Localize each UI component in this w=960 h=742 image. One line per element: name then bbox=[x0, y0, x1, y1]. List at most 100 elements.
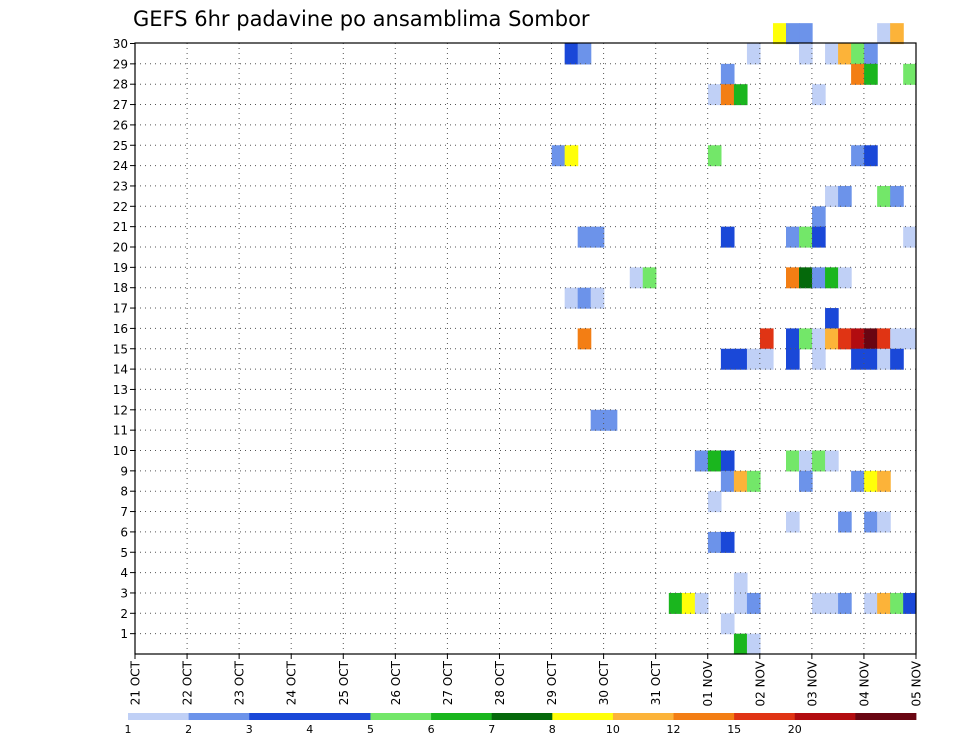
colorbar-segment bbox=[673, 713, 735, 720]
y-tick-label: 12 bbox=[113, 403, 128, 417]
colorbar-segment bbox=[552, 713, 614, 720]
colorbar-segment bbox=[188, 713, 250, 720]
x-tick-label: 24 OCT bbox=[285, 660, 299, 705]
y-tick-label: 8 bbox=[120, 485, 128, 499]
colorbar-label: 6 bbox=[428, 723, 435, 736]
heatmap-cell bbox=[551, 145, 566, 167]
x-axis-ticks: 21 OCT 22 OCT 23 OCT 24 OCT 25 OCT 26 OCT 27 O… bbox=[129, 654, 924, 707]
heatmap-cell bbox=[577, 328, 592, 350]
heatmap-cell bbox=[864, 470, 878, 492]
colorbar-segment bbox=[309, 713, 371, 720]
y-tick-label: 1 bbox=[120, 627, 128, 641]
heatmap-cell bbox=[903, 63, 916, 85]
heatmap-cell bbox=[812, 267, 826, 289]
heatmap-cell bbox=[564, 287, 579, 309]
heatmap-cell bbox=[903, 592, 916, 614]
colorbar-label: 4 bbox=[306, 723, 313, 736]
heatmap-cell bbox=[877, 328, 891, 350]
colorbar-label: 2 bbox=[185, 723, 192, 736]
heatmap-cell bbox=[851, 348, 865, 370]
y-tick-label: 3 bbox=[120, 586, 128, 600]
heatmap-cell bbox=[733, 572, 748, 594]
y-tick-label: 23 bbox=[113, 179, 128, 193]
heatmap-cell bbox=[733, 470, 748, 492]
heatmap-cell bbox=[577, 287, 592, 309]
x-tick-label: 30 OCT bbox=[597, 660, 611, 705]
colorbar-segment bbox=[370, 713, 432, 720]
chart-title: GEFS 6hr padavine po ansamblima Sombor bbox=[133, 7, 590, 31]
heatmap-cell bbox=[720, 226, 735, 248]
colorbar-label: 15 bbox=[727, 723, 741, 736]
colorbar-label: 3 bbox=[246, 723, 253, 736]
heatmap-cell bbox=[838, 267, 852, 289]
heatmap-cell bbox=[694, 592, 709, 614]
y-tick-label: 4 bbox=[120, 566, 128, 580]
y-tick-label: 6 bbox=[120, 525, 128, 539]
heatmap-cell bbox=[864, 592, 878, 614]
y-tick-label: 28 bbox=[113, 78, 128, 92]
y-tick-label: 16 bbox=[113, 322, 128, 336]
x-tick-label: 22 OCT bbox=[181, 660, 195, 705]
y-tick-label: 27 bbox=[113, 98, 128, 112]
heatmap-cell bbox=[799, 470, 813, 492]
heatmap-cell bbox=[759, 348, 774, 370]
heatmap-cell bbox=[603, 409, 618, 431]
heatmap-cell bbox=[799, 267, 813, 289]
y-tick-label: 7 bbox=[120, 505, 128, 519]
heatmap-cell bbox=[890, 592, 904, 614]
x-tick-label: 05 NOV bbox=[910, 660, 924, 706]
heatmap-cell bbox=[812, 328, 826, 350]
y-tick-label: 26 bbox=[113, 118, 128, 132]
x-tick-label: 28 OCT bbox=[493, 660, 507, 705]
x-tick-label: 25 OCT bbox=[337, 660, 351, 705]
heatmap-cell bbox=[786, 328, 800, 350]
heatmap-cell bbox=[825, 267, 839, 289]
colorbar-label: 7 bbox=[488, 723, 495, 736]
heatmap-cell bbox=[799, 43, 813, 65]
heatmap-cell bbox=[720, 348, 735, 370]
x-tick-label: 01 NOV bbox=[701, 660, 715, 706]
colorbar-segment bbox=[491, 713, 553, 720]
grid-lines bbox=[135, 43, 916, 654]
y-tick-label: 2 bbox=[120, 607, 128, 621]
heatmap-cell bbox=[838, 592, 852, 614]
heatmap-cell bbox=[772, 23, 787, 45]
y-tick-label: 24 bbox=[113, 159, 128, 173]
heatmap-cell bbox=[746, 43, 761, 65]
heatmap-cell bbox=[681, 592, 696, 614]
heatmap-cell bbox=[694, 450, 709, 472]
heatmap-cell bbox=[590, 226, 605, 248]
heatmap-cell bbox=[812, 84, 826, 106]
x-tick-label: 03 NOV bbox=[805, 660, 819, 706]
heatmap-cell bbox=[877, 185, 891, 207]
heatmap-cell bbox=[577, 226, 592, 248]
heatmap-cell bbox=[720, 531, 735, 553]
heatmap-cell bbox=[746, 348, 761, 370]
heatmap-cell bbox=[812, 348, 826, 370]
heatmap-cell bbox=[864, 328, 878, 350]
colorbar-segment bbox=[612, 713, 674, 720]
heatmap-cell bbox=[877, 470, 891, 492]
heatmap-cell bbox=[825, 328, 839, 350]
x-tick-label: 02 NOV bbox=[753, 660, 767, 706]
heatmap-cell bbox=[864, 348, 878, 370]
x-tick-label: 31 OCT bbox=[649, 660, 663, 705]
heatmap-cell bbox=[720, 84, 735, 106]
heatmap-cell bbox=[799, 328, 813, 350]
heatmap-cell bbox=[877, 23, 891, 45]
y-tick-label: 21 bbox=[113, 220, 128, 234]
heatmap-cell bbox=[838, 185, 852, 207]
heatmap-cell bbox=[799, 450, 813, 472]
heatmap-cell bbox=[707, 145, 722, 167]
y-axis-ticks: 1234567891011121314151617181920212223242… bbox=[113, 37, 135, 641]
heatmap-cell bbox=[838, 43, 852, 65]
heatmap-cell bbox=[864, 63, 878, 85]
heatmap-cell bbox=[812, 592, 826, 614]
heatmap-cell bbox=[838, 328, 852, 350]
heatmap-cell bbox=[720, 63, 735, 85]
heatmap-cell bbox=[759, 328, 774, 350]
y-tick-label: 22 bbox=[113, 200, 128, 214]
y-tick-label: 11 bbox=[113, 424, 128, 438]
heatmap-cell bbox=[799, 23, 813, 45]
heatmap-cell bbox=[812, 206, 826, 228]
